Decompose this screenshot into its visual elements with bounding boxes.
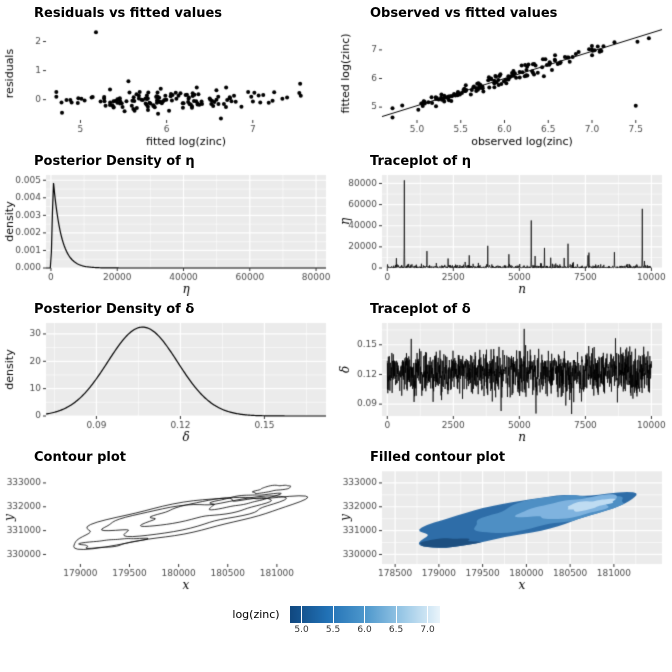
- panel-filled-contour: Filled contour plot: [336, 444, 672, 592]
- legend-gradient-bar: [289, 606, 440, 623]
- legend-tick-label: 7.0: [420, 625, 435, 635]
- chart-title-trace-eta: Traceplot of η: [370, 154, 471, 169]
- observed-vs-fitted-plot: [336, 22, 672, 148]
- posterior-density-delta-plot: [0, 318, 336, 444]
- chart-title-filled-contour: Filled contour plot: [370, 450, 506, 465]
- colorbar-legend: log(zinc) 5.0 5.5 6.0 6.5 7.0: [0, 592, 672, 672]
- panel-observed-vs-fitted: Observed vs fitted values: [336, 0, 672, 148]
- legend-tick-label: 5.0: [294, 625, 309, 635]
- panel-traceplot-delta: Traceplot of δ: [336, 296, 672, 444]
- chart-title-contour: Contour plot: [34, 450, 126, 465]
- legend-bar-area: 5.0 5.5 6.0 6.5 7.0: [289, 606, 440, 646]
- chart-title-residuals: Residuals vs fitted values: [34, 6, 223, 21]
- posterior-density-eta-plot: [0, 170, 336, 296]
- legend-tick-labels: 5.0 5.5 6.0 6.5 7.0: [290, 623, 440, 637]
- traceplot-eta-plot: [336, 170, 672, 296]
- panel-posterior-density-eta: Posterior Density of η: [0, 148, 336, 296]
- legend-tick-label: 6.0: [357, 625, 372, 635]
- panel-traceplot-eta: Traceplot of η: [336, 148, 672, 296]
- residuals-vs-fitted-plot: [0, 22, 336, 148]
- chart-title-trace-delta: Traceplot of δ: [370, 302, 471, 317]
- chart-title-observed: Observed vs fitted values: [370, 6, 558, 21]
- plot-grid: Residuals vs fitted values Observed vs f…: [0, 0, 672, 592]
- chart-title-density-eta: Posterior Density of η: [34, 154, 195, 169]
- panel-contour: Contour plot: [0, 444, 336, 592]
- legend-tick-mark: [332, 606, 334, 623]
- legend-tick-mark: [427, 606, 429, 623]
- panel-residuals-vs-fitted: Residuals vs fitted values: [0, 0, 336, 148]
- traceplot-delta-plot: [336, 318, 672, 444]
- chart-title-density-delta: Posterior Density of δ: [34, 302, 195, 317]
- legend-tick-label: 6.5: [388, 625, 404, 635]
- legend-tick-mark: [301, 606, 303, 623]
- legend-tick-label: 5.5: [325, 625, 341, 635]
- legend-tick-mark: [395, 606, 397, 623]
- filled-contour-plot: [336, 466, 672, 592]
- legend-tick-mark: [364, 606, 366, 623]
- panel-posterior-density-delta: Posterior Density of δ: [0, 296, 336, 444]
- contour-plot: [0, 466, 336, 592]
- legend-title: log(zinc): [232, 608, 280, 621]
